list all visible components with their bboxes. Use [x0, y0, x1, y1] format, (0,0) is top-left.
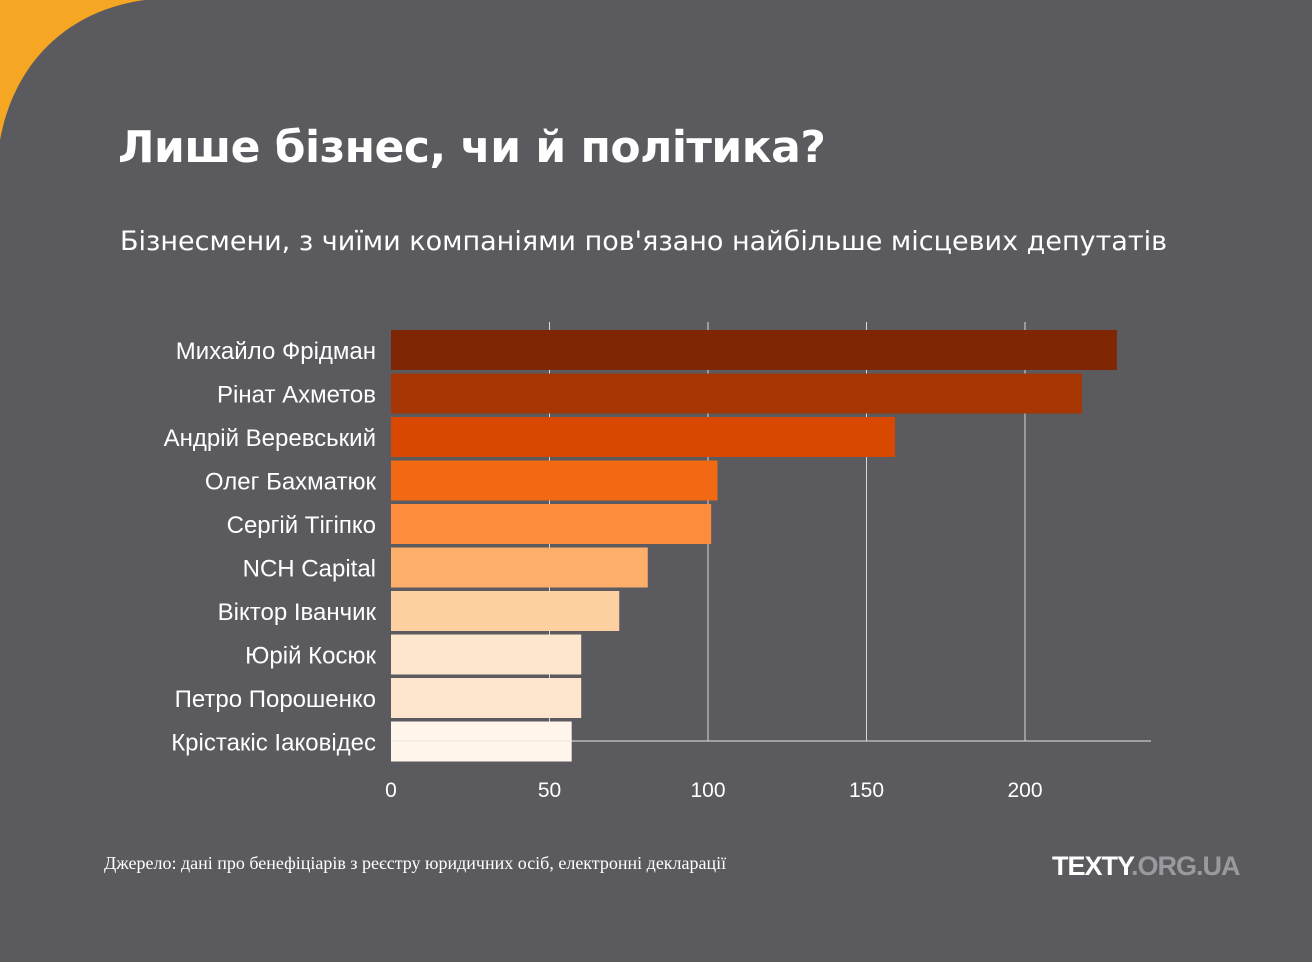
source-note: Джерело: дані про бенефіціарів з реєстру…	[104, 853, 727, 873]
bar-8	[391, 678, 582, 718]
category-label-9: Крістакіс Іаковідес	[171, 730, 376, 757]
bar-5	[391, 547, 648, 588]
category-label-3: Олег Бахматюк	[205, 469, 377, 496]
category-label-6: Віктор Іванчик	[218, 599, 377, 626]
page-title: Лише бізнес, чи й політика?	[118, 122, 826, 173]
category-label-0: Михайло Фрідман	[176, 338, 376, 365]
x-tick-label-4: 200	[1007, 779, 1042, 802]
bar-7	[391, 634, 582, 675]
category-label-4: Сергій Тігіпко	[227, 512, 376, 539]
bar-4	[391, 504, 712, 544]
bar-0	[391, 330, 1117, 370]
bar-3	[391, 460, 718, 501]
texty-logo[interactable]: TEXTY.ORG.UA	[1052, 851, 1241, 882]
x-tick-label-3: 150	[849, 779, 884, 802]
bar-2	[391, 417, 896, 457]
category-label-7: Юрій Косюк	[245, 643, 376, 670]
x-tick-label-2: 100	[690, 779, 725, 802]
category-label-1: Рінат Ахметов	[217, 382, 376, 409]
x-tick-label-1: 50	[538, 779, 561, 802]
page-subtitle: Бізнесмени, з чиїми компаніями пов'язано…	[120, 226, 1167, 257]
logo-part-texty: TEXTY	[1052, 851, 1132, 881]
bar-1	[391, 373, 1083, 414]
category-label-8: Петро Порошенко	[175, 686, 376, 713]
x-tick-label-0: 0	[385, 779, 397, 802]
logo-part-domain: .ORG.UA	[1131, 851, 1241, 881]
bar-6	[391, 591, 620, 631]
category-label-2: Андрій Веревський	[164, 425, 376, 452]
category-label-5: NCH Capital	[243, 556, 376, 583]
